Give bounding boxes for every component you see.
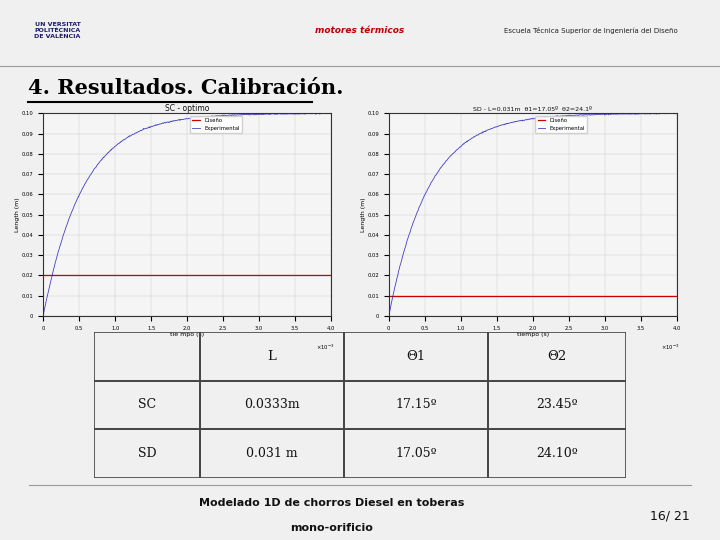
- Text: 4. Resultados. Calibración.: 4. Resultados. Calibración.: [28, 78, 343, 98]
- Text: 16/ 21: 16/ 21: [649, 510, 690, 523]
- Diseño: [436, 293, 444, 299]
- Text: 24.10º: 24.10º: [536, 447, 578, 460]
- Bar: [200, 381, 344, 429]
- Experimental: [169, 118, 178, 125]
- Text: 0.031 m: 0.031 m: [246, 447, 298, 460]
- Text: $\times 10^{-3}$: $\times 10^{-3}$: [316, 342, 334, 352]
- Bar: [94, 429, 200, 478]
- Text: SC: SC: [138, 399, 156, 411]
- Experimental: [577, 112, 585, 118]
- Diseño: [209, 272, 217, 279]
- Text: 23.45º: 23.45º: [536, 399, 578, 411]
- Experimental: [436, 166, 444, 172]
- Text: Modelado 1D de chorros Diesel en toberas: Modelado 1D de chorros Diesel en toberas: [199, 498, 464, 508]
- Experimental: [113, 141, 122, 148]
- Text: $\times 10^{-3}$: $\times 10^{-3}$: [662, 342, 680, 352]
- Text: 17.15º: 17.15º: [395, 399, 437, 411]
- Text: Θ1: Θ1: [406, 350, 426, 363]
- Legend: Diseño, Experimental: Diseño, Experimental: [536, 116, 588, 133]
- Title: SD - L=0.031m  θ1=17.05º  θ2=24.1º: SD - L=0.031m θ1=17.05º θ2=24.1º: [473, 106, 593, 112]
- Experimental: [672, 110, 681, 117]
- X-axis label: tiempo (s): tiempo (s): [517, 332, 549, 337]
- Bar: [344, 429, 488, 478]
- Diseño: [113, 272, 122, 279]
- Bar: [200, 429, 344, 478]
- Experimental: [459, 141, 467, 147]
- Diseño: [577, 293, 585, 299]
- Experimental: [256, 111, 264, 117]
- Experimental: [209, 113, 217, 119]
- Diseño: [90, 272, 99, 279]
- Experimental: [656, 110, 665, 116]
- Experimental: [39, 313, 48, 319]
- Line: Experimental: Experimental: [389, 113, 677, 315]
- Experimental: [327, 110, 336, 117]
- Diseño: [672, 293, 681, 299]
- Diseño: [515, 293, 523, 299]
- Bar: [94, 332, 200, 381]
- Y-axis label: Length (m): Length (m): [361, 197, 366, 232]
- Experimental: [231, 112, 240, 119]
- X-axis label: tie mpo (s): tie mpo (s): [170, 332, 204, 337]
- Text: UN VERSITAT
POLITÈCNICA
DE VALÈNCIA: UN VERSITAT POLITÈCNICA DE VALÈNCIA: [35, 22, 81, 39]
- Diseño: [459, 293, 467, 299]
- Y-axis label: Length (m): Length (m): [15, 197, 20, 232]
- Title: SC - optimo: SC - optimo: [165, 104, 210, 113]
- Bar: [344, 332, 488, 381]
- Diseño: [327, 272, 336, 279]
- Bar: [200, 332, 344, 381]
- Diseño: [39, 272, 48, 279]
- Text: SD: SD: [138, 447, 156, 460]
- Experimental: [384, 312, 393, 319]
- Line: Experimental: Experimental: [43, 113, 331, 316]
- Bar: [94, 381, 200, 429]
- Experimental: [90, 166, 99, 172]
- Experimental: [515, 117, 523, 124]
- Bar: [488, 429, 626, 478]
- Diseño: [554, 293, 563, 299]
- Diseño: [169, 272, 178, 279]
- Text: L: L: [268, 350, 276, 363]
- Experimental: [601, 111, 610, 118]
- Diseño: [601, 293, 610, 299]
- Bar: [344, 381, 488, 429]
- Experimental: [554, 113, 563, 120]
- Text: motores térmicos: motores térmicos: [315, 26, 405, 35]
- Diseño: [231, 272, 240, 279]
- Legend: Diseño, Experimental: Diseño, Experimental: [190, 116, 242, 133]
- Diseño: [256, 272, 264, 279]
- Text: Θ2: Θ2: [547, 350, 567, 363]
- Experimental: [319, 110, 328, 116]
- Bar: [488, 381, 626, 429]
- Text: Escuela Técnica Superior de Ingeniería del Diseño: Escuela Técnica Superior de Ingeniería d…: [503, 27, 678, 34]
- Text: 0.0333m: 0.0333m: [244, 399, 300, 411]
- Diseño: [384, 293, 393, 299]
- Bar: [488, 332, 626, 381]
- Text: mono-orificio: mono-orificio: [289, 523, 373, 532]
- Text: 17.05º: 17.05º: [395, 447, 437, 460]
